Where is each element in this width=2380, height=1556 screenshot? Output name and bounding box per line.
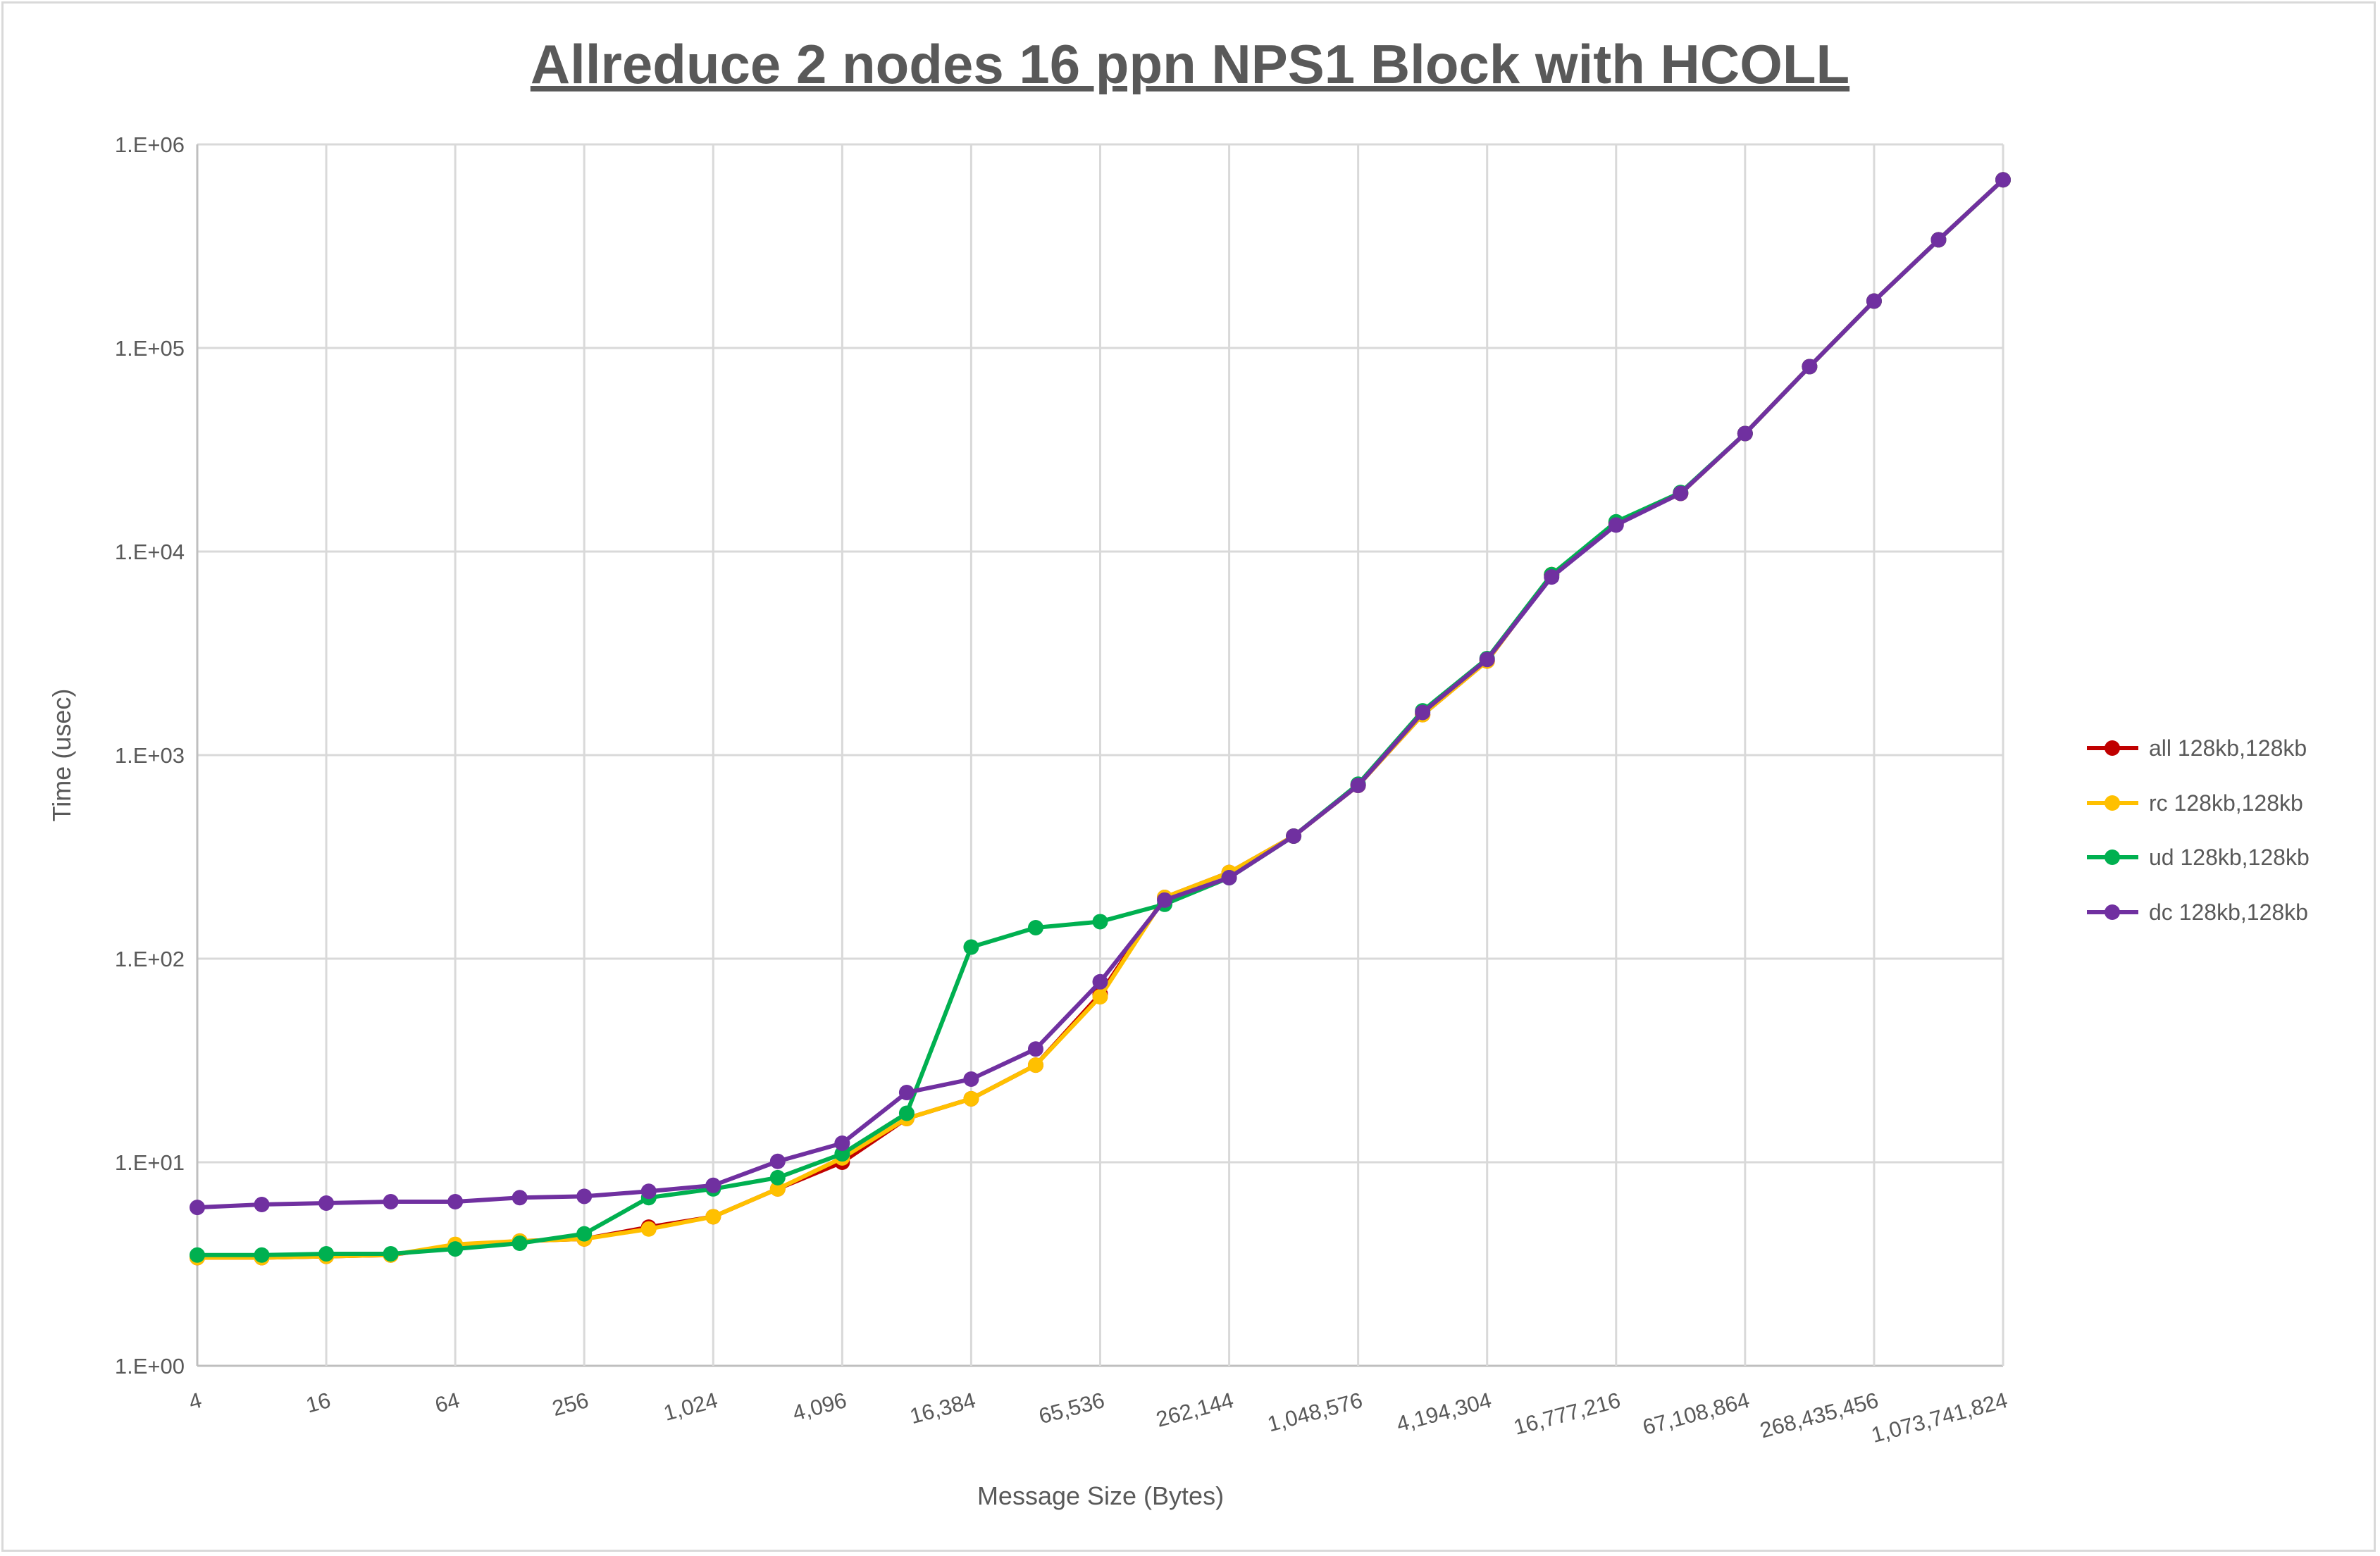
data-point — [705, 1177, 721, 1193]
data-point — [383, 1245, 399, 1262]
x-tick-label: 1,073,741,824 — [1868, 1388, 2010, 1448]
x-tick-label: 16,384 — [907, 1388, 979, 1429]
data-point — [576, 1226, 593, 1242]
data-point — [1544, 569, 1560, 585]
data-point — [769, 1169, 786, 1185]
data-point — [1092, 914, 1108, 930]
legend-label: ud 128kb,128kb — [2149, 845, 2310, 870]
data-point — [254, 1247, 270, 1263]
data-point — [769, 1153, 786, 1169]
x-axis-label: Message Size (Bytes) — [977, 1481, 1224, 1510]
data-point — [898, 1105, 915, 1121]
x-tick-label: 268,435,456 — [1757, 1388, 1881, 1443]
y-tick-label: 1.E+01 — [115, 1150, 185, 1175]
data-point — [1479, 652, 1495, 668]
data-point — [447, 1194, 464, 1210]
legend-marker — [2105, 740, 2120, 756]
data-point — [963, 1090, 979, 1107]
data-point — [1350, 777, 1366, 793]
data-point — [1092, 973, 1108, 990]
series-group — [190, 172, 2011, 1266]
legend-marker — [2105, 795, 2120, 811]
data-point — [1866, 293, 1882, 309]
x-tick-label: 4,096 — [790, 1388, 849, 1426]
data-point — [576, 1188, 593, 1205]
data-point — [318, 1245, 335, 1262]
data-point — [512, 1190, 528, 1206]
data-point — [512, 1236, 528, 1252]
legend-marker — [2105, 849, 2120, 865]
data-point — [447, 1241, 464, 1257]
data-point — [1995, 172, 2011, 188]
data-point — [383, 1194, 399, 1210]
legend-marker — [2105, 904, 2120, 920]
data-point — [1027, 1057, 1043, 1073]
y-axis-label: Time (usec) — [47, 689, 76, 822]
legend-label: rc 128kb,128kb — [2149, 790, 2303, 816]
x-tick-label: 65,536 — [1036, 1388, 1108, 1429]
data-point — [963, 1071, 979, 1088]
y-tick-label: 1.E+02 — [115, 947, 185, 971]
y-tick-label: 1.E+06 — [115, 132, 185, 157]
legend-label: dc 128kb,128kb — [2149, 900, 2308, 925]
data-point — [190, 1200, 205, 1216]
data-point — [705, 1209, 721, 1225]
data-point — [254, 1196, 270, 1212]
series-dc — [190, 172, 2011, 1216]
data-point — [963, 939, 979, 955]
data-point — [1608, 517, 1624, 533]
x-tick-label: 16 — [304, 1388, 333, 1418]
x-tick-label: 1,048,576 — [1265, 1388, 1365, 1437]
x-tick-label: 4,194,304 — [1394, 1388, 1494, 1437]
data-point — [1221, 869, 1237, 885]
x-tick-label: 64 — [433, 1388, 462, 1418]
x-tick-label: 262,144 — [1153, 1388, 1236, 1432]
data-point — [1673, 485, 1689, 502]
data-point — [1157, 892, 1173, 908]
legend-label: all 128kb,128kb — [2149, 735, 2307, 761]
x-tick-label: 256 — [550, 1388, 591, 1421]
y-tick-label: 1.E+03 — [115, 743, 185, 768]
gridlines — [196, 143, 2004, 1367]
data-point — [640, 1221, 657, 1237]
data-point — [640, 1183, 657, 1200]
x-axis-ticks: 4 16 64 256 1,024 4,096 16,384 65,536 262,144 1,0… — [186, 1388, 2010, 1448]
data-point — [1286, 828, 1302, 845]
data-point — [1415, 704, 1431, 721]
x-tick-label: 67,108,864 — [1640, 1388, 1752, 1440]
data-point — [1027, 919, 1043, 935]
x-tick-label: 16,777,216 — [1511, 1388, 1623, 1440]
legend: all 128kb,128kb rc 128kb,128kb ud 128kb,12… — [2087, 735, 2310, 925]
y-tick-label: 1.E+04 — [115, 540, 185, 564]
data-point — [834, 1135, 850, 1152]
data-point — [834, 1146, 850, 1162]
data-point — [1092, 989, 1108, 1005]
data-point — [1027, 1041, 1043, 1057]
x-tick-label: 4 — [186, 1388, 204, 1414]
data-point — [769, 1181, 786, 1197]
data-point — [1930, 232, 1947, 248]
data-point — [190, 1247, 205, 1263]
data-point — [1802, 359, 1818, 375]
data-point — [318, 1195, 335, 1211]
data-point — [898, 1085, 915, 1101]
x-tick-label: 1,024 — [661, 1388, 720, 1426]
y-axis-ticks: 1.E+00 1.E+01 1.E+02 1.E+03 1.E+04 1.E+05 1.E+… — [115, 132, 185, 1378]
chart-title: Allreduce 2 nodes 16 ppn NPS1 Block with… — [531, 33, 1849, 95]
y-tick-label: 1.E+00 — [115, 1354, 185, 1378]
data-point — [1737, 425, 1753, 442]
y-tick-label: 1.E+05 — [115, 336, 185, 361]
